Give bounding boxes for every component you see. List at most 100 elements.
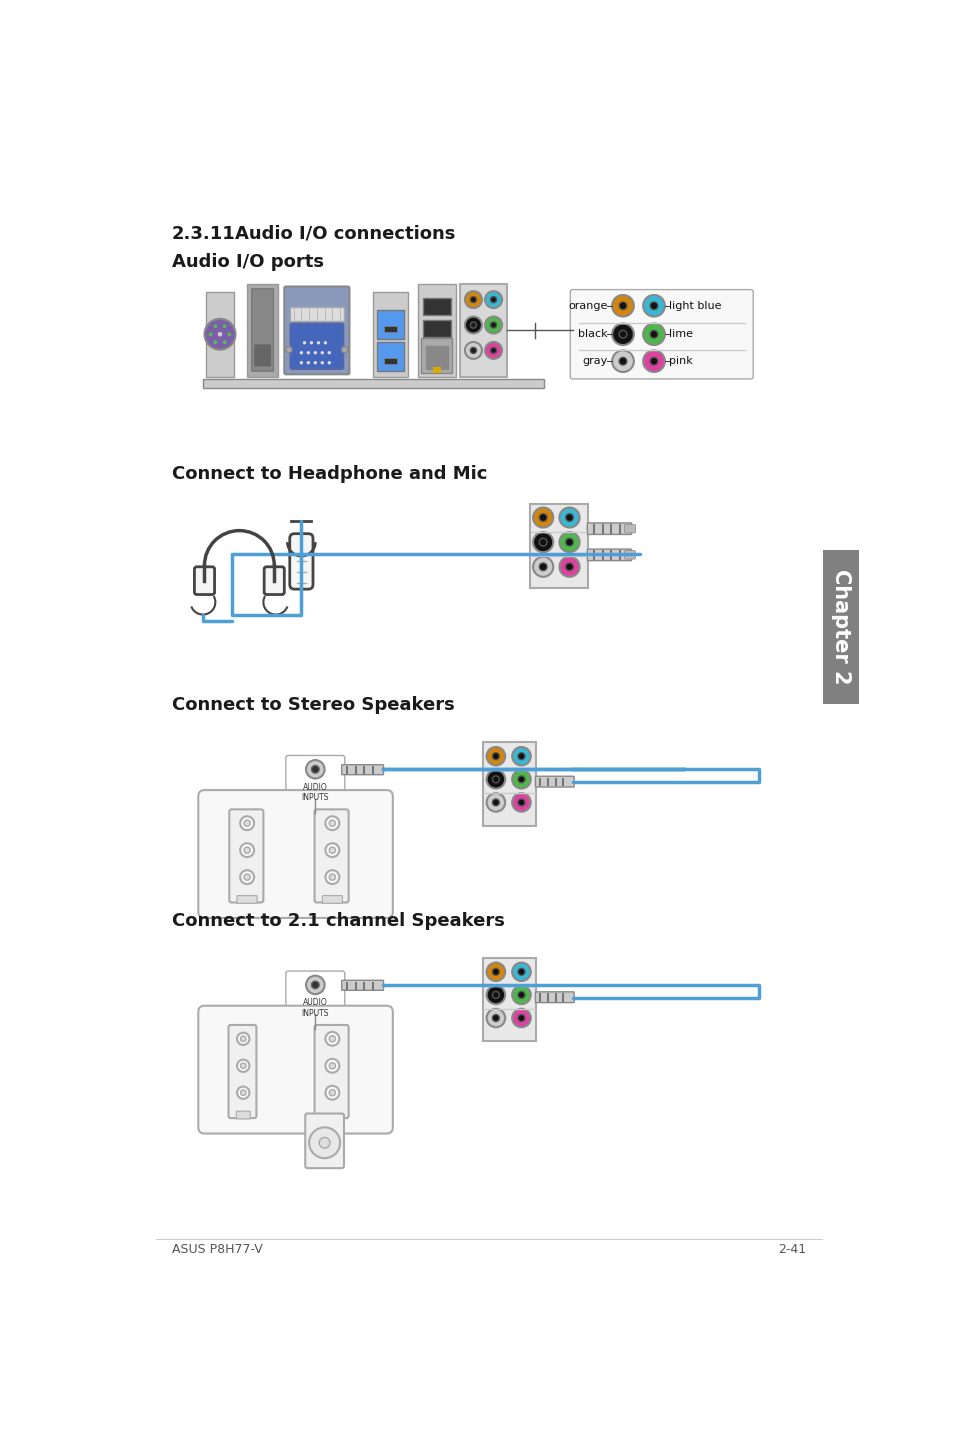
- Circle shape: [512, 746, 530, 765]
- Text: Connect to Stereo Speakers: Connect to Stereo Speakers: [172, 696, 455, 715]
- Circle shape: [558, 532, 579, 552]
- FancyBboxPatch shape: [236, 1112, 250, 1119]
- Circle shape: [484, 290, 501, 308]
- Text: 2.3.11: 2.3.11: [172, 224, 235, 243]
- Circle shape: [311, 765, 319, 774]
- Circle shape: [244, 847, 250, 853]
- Circle shape: [492, 752, 498, 759]
- Text: black: black: [578, 329, 607, 339]
- Circle shape: [486, 1009, 505, 1027]
- Circle shape: [470, 348, 476, 354]
- Circle shape: [486, 985, 505, 1004]
- Circle shape: [470, 296, 476, 302]
- Circle shape: [538, 513, 546, 522]
- Text: Connect to 2.1 channel Speakers: Connect to 2.1 channel Speakers: [172, 912, 504, 930]
- Circle shape: [565, 538, 573, 546]
- FancyBboxPatch shape: [194, 567, 214, 594]
- FancyBboxPatch shape: [290, 533, 313, 590]
- Circle shape: [538, 538, 546, 546]
- Circle shape: [286, 347, 292, 352]
- Circle shape: [490, 296, 497, 302]
- Circle shape: [329, 1090, 335, 1096]
- Circle shape: [649, 302, 658, 309]
- Circle shape: [512, 962, 530, 981]
- Circle shape: [213, 341, 217, 344]
- Circle shape: [299, 351, 303, 354]
- FancyBboxPatch shape: [483, 958, 536, 1041]
- Circle shape: [329, 1035, 335, 1043]
- FancyBboxPatch shape: [570, 289, 753, 380]
- Circle shape: [565, 513, 573, 522]
- FancyBboxPatch shape: [341, 765, 383, 775]
- Circle shape: [325, 870, 339, 884]
- Circle shape: [299, 361, 303, 364]
- Circle shape: [327, 361, 331, 364]
- Circle shape: [240, 817, 253, 830]
- FancyBboxPatch shape: [384, 326, 396, 332]
- Circle shape: [222, 325, 227, 328]
- FancyBboxPatch shape: [203, 380, 543, 388]
- FancyBboxPatch shape: [624, 525, 635, 533]
- Circle shape: [642, 295, 664, 316]
- FancyBboxPatch shape: [422, 298, 451, 315]
- FancyBboxPatch shape: [236, 896, 257, 903]
- Circle shape: [512, 794, 530, 811]
- Circle shape: [209, 332, 213, 336]
- FancyBboxPatch shape: [254, 345, 270, 365]
- FancyBboxPatch shape: [535, 777, 574, 787]
- FancyBboxPatch shape: [322, 896, 342, 903]
- FancyBboxPatch shape: [286, 755, 344, 815]
- Circle shape: [558, 508, 579, 528]
- Circle shape: [517, 991, 524, 998]
- FancyBboxPatch shape: [229, 810, 263, 903]
- Circle shape: [492, 1015, 498, 1021]
- Circle shape: [464, 290, 481, 308]
- FancyBboxPatch shape: [314, 810, 348, 903]
- Circle shape: [470, 322, 476, 328]
- Circle shape: [492, 800, 498, 805]
- Circle shape: [492, 968, 498, 975]
- FancyBboxPatch shape: [587, 549, 631, 561]
- Circle shape: [517, 1015, 524, 1021]
- Text: 2-41: 2-41: [777, 1242, 805, 1255]
- FancyBboxPatch shape: [421, 338, 452, 372]
- Circle shape: [490, 322, 497, 328]
- FancyBboxPatch shape: [314, 1025, 348, 1119]
- Circle shape: [325, 1032, 339, 1045]
- Text: lime: lime: [669, 329, 693, 339]
- Text: pink: pink: [669, 357, 693, 367]
- FancyBboxPatch shape: [422, 319, 451, 336]
- Circle shape: [329, 874, 335, 880]
- Circle shape: [538, 562, 546, 571]
- FancyBboxPatch shape: [417, 285, 456, 377]
- FancyBboxPatch shape: [229, 1025, 256, 1119]
- FancyBboxPatch shape: [198, 1005, 393, 1133]
- Circle shape: [612, 324, 633, 345]
- FancyBboxPatch shape: [377, 342, 403, 371]
- Text: light blue: light blue: [669, 301, 721, 311]
- Text: AUDIO
INPUTS: AUDIO INPUTS: [301, 998, 329, 1018]
- FancyBboxPatch shape: [384, 358, 396, 364]
- Circle shape: [533, 532, 553, 552]
- Circle shape: [486, 746, 505, 765]
- Circle shape: [517, 968, 524, 975]
- Circle shape: [512, 771, 530, 788]
- Circle shape: [316, 341, 320, 345]
- Circle shape: [565, 562, 573, 571]
- Circle shape: [533, 557, 553, 577]
- Circle shape: [612, 295, 633, 316]
- Text: orange: orange: [568, 301, 607, 311]
- Circle shape: [618, 302, 626, 309]
- Circle shape: [558, 557, 579, 577]
- Circle shape: [327, 351, 331, 354]
- Circle shape: [302, 341, 306, 345]
- Circle shape: [517, 777, 524, 782]
- Circle shape: [642, 324, 664, 345]
- Circle shape: [306, 361, 310, 364]
- Circle shape: [612, 351, 633, 372]
- Circle shape: [517, 752, 524, 759]
- Text: Chapter 2: Chapter 2: [830, 569, 850, 684]
- Circle shape: [484, 342, 501, 360]
- Circle shape: [204, 319, 235, 349]
- Circle shape: [314, 351, 316, 354]
